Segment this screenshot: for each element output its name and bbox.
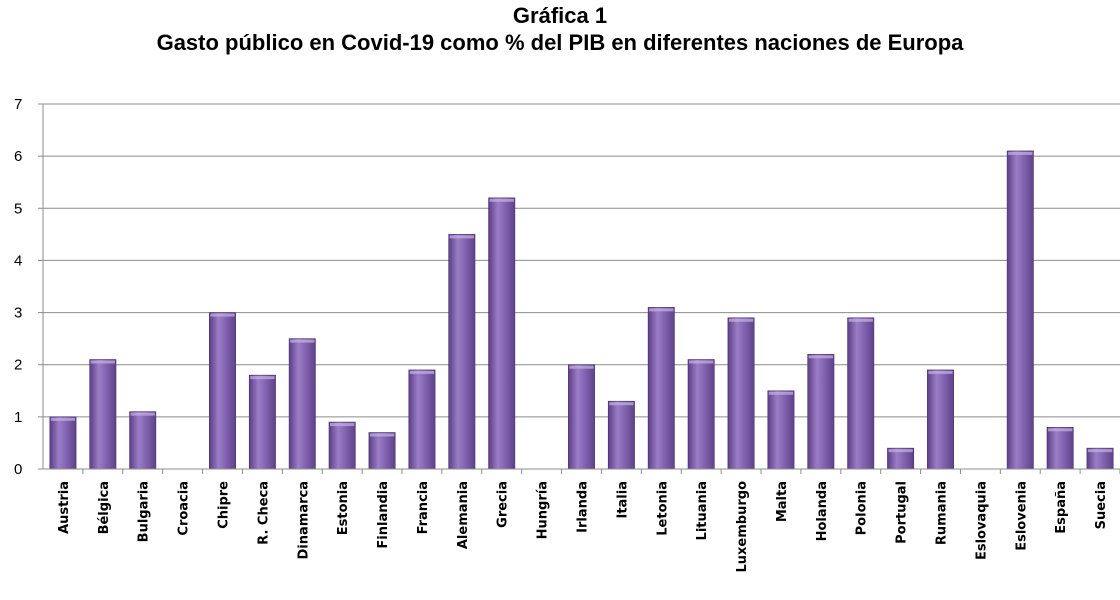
x-tick-label: Grecia — [496, 481, 511, 528]
bar-eslovenia — [1006, 150, 1034, 470]
x-tick-label: Croacia — [177, 481, 192, 536]
x-tick-label: R. Checa — [256, 481, 271, 545]
x-tick-label: Alemania — [456, 481, 471, 549]
bar-highlight — [250, 376, 275, 380]
bar-polonia — [847, 317, 875, 470]
bar-irlanda — [568, 364, 595, 470]
bar-bélgica — [89, 359, 117, 470]
x-tick-label: Austria — [57, 481, 72, 534]
x-tick-label: Bélgica — [97, 481, 112, 534]
bar-highlight — [609, 402, 634, 406]
x-tick-label: Italia — [615, 481, 630, 519]
bar-highlight — [569, 365, 594, 369]
y-tick-label: 6 — [14, 148, 22, 165]
x-tick-label: Francia — [416, 481, 431, 534]
bar-highlight — [928, 370, 953, 374]
bar-finlandia — [368, 432, 396, 470]
bar-italia — [607, 400, 635, 470]
x-tick-label: España — [1054, 481, 1069, 534]
x-tick-label: Polonia — [855, 481, 870, 535]
y-tick-label: 4 — [14, 252, 22, 269]
x-tick-label: Irlanda — [576, 481, 591, 533]
bar-highlight — [689, 360, 714, 364]
bar-lituania — [687, 359, 715, 470]
x-tick-label: Bulgaria — [137, 481, 152, 542]
bar-highlight — [290, 339, 315, 343]
x-tick-label: Eslovenia — [1014, 481, 1029, 551]
y-tick-label: 2 — [14, 357, 22, 374]
x-tick-labels: Austria Bélgica Bulgaria Croacia Chipre R. Ch… — [57, 481, 1109, 573]
bar-luxemburgo — [727, 317, 755, 470]
bar-highlight — [728, 318, 754, 322]
y-tick-label: 0 — [14, 461, 22, 478]
bar-highlight — [1008, 151, 1033, 155]
x-tick-label: Hungría — [536, 481, 551, 539]
bar-highlight — [1048, 428, 1073, 432]
x-tick-label: Chipre — [217, 481, 232, 529]
y-tick-labels: 0 1 2 3 4 5 6 7 — [14, 96, 22, 478]
bar-españa — [1046, 426, 1074, 470]
chart-subtitle: Gasto público en Covid-19 como % del PIB… — [156, 30, 964, 55]
x-tick-label: Malta — [775, 481, 790, 522]
bar-highlight — [50, 417, 76, 421]
bar-highlight — [330, 423, 355, 427]
x-tick-label: Letonia — [655, 481, 670, 536]
bar-grecia — [488, 197, 516, 470]
bar-bulgaria — [129, 411, 157, 470]
bar-letonia — [647, 307, 675, 470]
x-tick-label: Eslovaquia — [974, 481, 989, 560]
bar-r-checa — [248, 374, 276, 470]
bar-highlight — [90, 360, 115, 364]
bar-highlight — [130, 412, 155, 416]
bar-highlight — [888, 449, 913, 453]
bar-holanda — [807, 353, 835, 470]
bar-highlight — [848, 318, 873, 322]
bar-highlight — [489, 198, 514, 202]
x-tick-label: Dinamarca — [296, 481, 311, 559]
bar-chipre — [209, 312, 236, 470]
bar-rumania — [927, 369, 954, 470]
bar-austria — [49, 416, 77, 470]
x-tick-label: Suecia — [1094, 481, 1109, 529]
x-tick-label: Luxemburgo — [735, 481, 750, 573]
y-tick-label: 5 — [14, 200, 22, 217]
bar-dinamarca — [288, 338, 316, 470]
bar-highlight — [210, 313, 235, 317]
axes — [42, 104, 1120, 474]
x-tick-label: Portugal — [895, 481, 910, 544]
y-tick-label: 1 — [14, 409, 22, 426]
x-tick-label: Estonia — [336, 481, 351, 535]
x-tick-label: Holanda — [815, 481, 830, 541]
x-tick-label: Lituania — [695, 481, 710, 540]
bar-alemania — [448, 234, 476, 470]
y-tick-label: 3 — [14, 305, 22, 322]
bar-highlight — [1087, 449, 1113, 453]
bar-highlight — [768, 391, 794, 395]
chart-title: Gráfica 1 — [512, 3, 608, 28]
bar-highlight — [369, 433, 395, 437]
x-tick-label: Finlandia — [376, 481, 391, 549]
bar-highlight — [409, 370, 435, 374]
bars — [49, 150, 1114, 470]
bar-highlight — [449, 235, 474, 239]
bar-malta — [767, 390, 795, 470]
x-tick-label: Rumania — [935, 481, 950, 545]
chart-title-block: Gráfica 1 Gasto público en Covid-19 como… — [0, 2, 1120, 56]
bar-francia — [408, 369, 436, 470]
y-tick-label: 7 — [14, 96, 22, 113]
bar-highlight — [649, 308, 674, 312]
bar-estonia — [328, 421, 356, 470]
bar-highlight — [808, 355, 833, 359]
